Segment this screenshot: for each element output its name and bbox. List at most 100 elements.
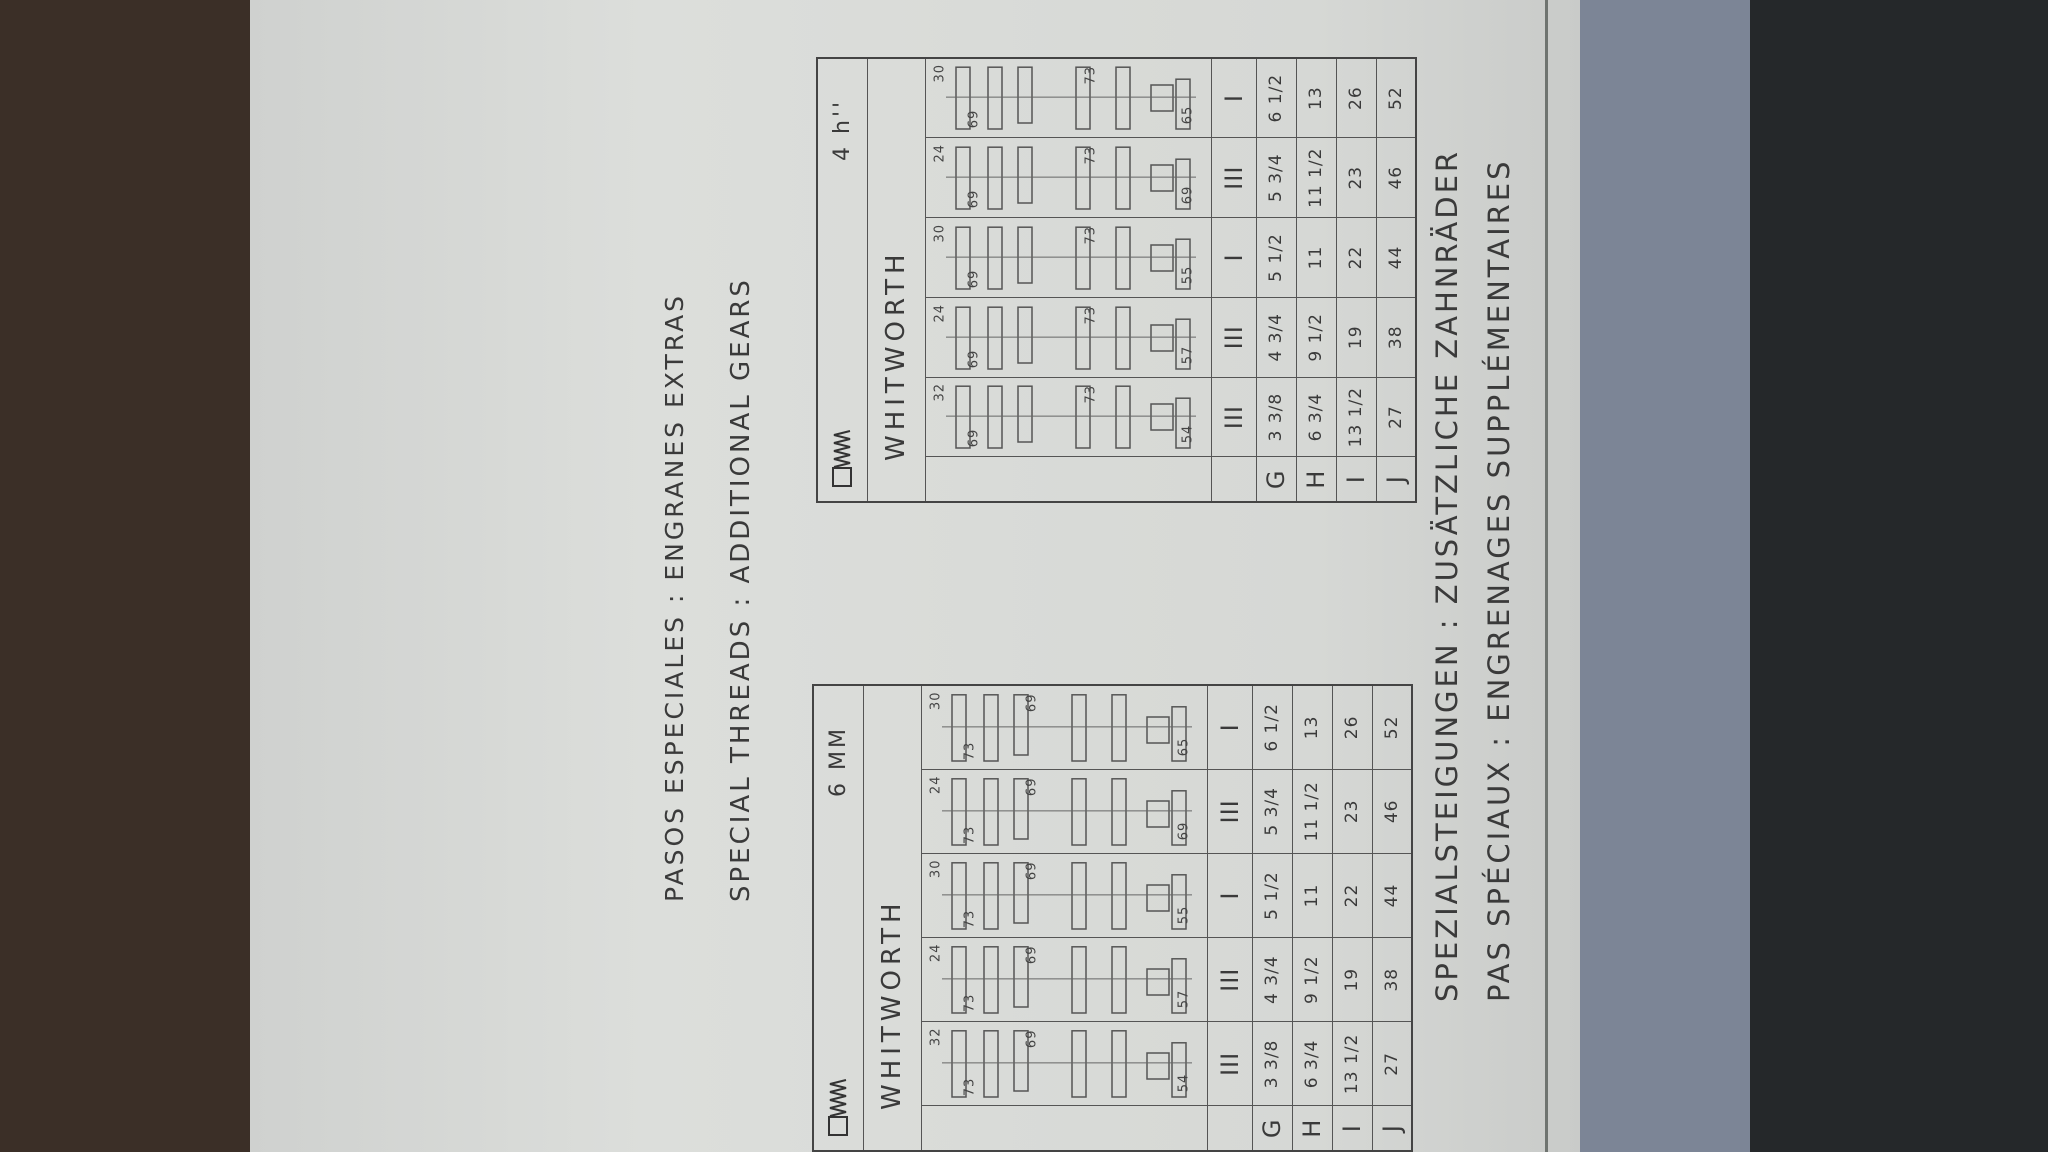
gear-bar bbox=[1016, 226, 1033, 284]
gear-number: 73 bbox=[962, 741, 977, 760]
value-cell: 52 bbox=[1376, 57, 1416, 138]
row-label: G bbox=[1256, 457, 1296, 502]
gear-bar bbox=[1149, 164, 1174, 192]
gear-table: 4 h'' WHITWORTH 32 69 73 54 24 69 73 57 30 69 73 55 24… bbox=[816, 56, 1417, 503]
gear-cell: 30 69 73 65 bbox=[925, 57, 1211, 138]
value-cell: 5 3/4 bbox=[1252, 769, 1292, 854]
value-cell: 38 bbox=[1376, 297, 1416, 378]
gear-bar bbox=[1145, 884, 1170, 912]
gear-number: 73 bbox=[1083, 226, 1098, 245]
background bbox=[1750, 0, 2048, 1152]
gear-cell: 32 73 69 54 bbox=[921, 1021, 1207, 1106]
gear-bar bbox=[1016, 66, 1033, 125]
table-row: I 13 1/2 19 22 23 26 bbox=[1336, 57, 1376, 502]
gear-bar bbox=[1016, 146, 1033, 204]
gear-bar bbox=[982, 862, 999, 930]
gear-bar bbox=[1145, 1052, 1170, 1081]
gear-diagram: 24 73 69 57 bbox=[928, 944, 1192, 1015]
gear-number: 69 bbox=[1180, 186, 1195, 205]
row-label: J bbox=[1372, 1106, 1412, 1151]
gear-bar bbox=[1074, 306, 1091, 370]
value-cell: 44 bbox=[1372, 853, 1412, 938]
gear-bar bbox=[1170, 705, 1187, 762]
gear-number: 32 bbox=[932, 383, 947, 402]
gear-bar bbox=[982, 693, 999, 762]
gear-bar bbox=[1114, 385, 1131, 450]
heading-line: PASOS ESPECIALES : ENGRANES EXTRAS bbox=[660, 292, 689, 902]
ratio-cell: I bbox=[1207, 684, 1252, 770]
ratio-cell: III bbox=[1207, 769, 1252, 854]
empty-cell bbox=[1207, 1106, 1252, 1151]
gear-cell: 30 73 69 65 bbox=[921, 684, 1207, 770]
gear-bar bbox=[1170, 958, 1187, 1015]
header: 4 h'' bbox=[828, 59, 856, 501]
gear-bar bbox=[1149, 403, 1174, 432]
gear-bar bbox=[1070, 862, 1087, 930]
gear-bar bbox=[1110, 693, 1127, 762]
gear-number: 73 bbox=[962, 826, 977, 845]
value-cell: 6 3/4 bbox=[1296, 377, 1336, 457]
value-cell: 5 1/2 bbox=[1256, 217, 1296, 298]
empty-cell bbox=[1211, 457, 1256, 502]
gear-bar bbox=[950, 946, 967, 1015]
gear-bar bbox=[986, 385, 1003, 450]
header-cell: 4 h'' bbox=[817, 57, 867, 502]
ratio-cell: III bbox=[1211, 137, 1256, 218]
table-row: WHITWORTH bbox=[867, 57, 925, 502]
gear-number: 69 bbox=[1024, 693, 1039, 712]
footer-line: PAS SPÉCIAUX : ENGRENAGES SUPPLÉMENTAIRE… bbox=[1482, 158, 1516, 1002]
gear-bar bbox=[954, 66, 971, 131]
thread-icon bbox=[832, 430, 853, 487]
header-text: 6 MM bbox=[825, 725, 851, 797]
gear-cell: 24 73 69 69 bbox=[921, 769, 1207, 854]
value-cell: 11 bbox=[1296, 217, 1336, 298]
ratio-cell: III bbox=[1207, 1021, 1252, 1106]
table-row: J 27 38 44 46 52 bbox=[1372, 684, 1412, 1151]
icon-thread bbox=[830, 1079, 847, 1117]
gear-bar bbox=[1110, 862, 1127, 930]
gear-number: 69 bbox=[1024, 862, 1039, 881]
gear-bar bbox=[1170, 789, 1187, 846]
row-label: I bbox=[1332, 1106, 1372, 1151]
table-row: I 13 1/2 19 22 23 26 bbox=[1332, 684, 1372, 1151]
gear-number: 54 bbox=[1180, 425, 1195, 444]
gear-diagram: 24 69 73 69 bbox=[932, 144, 1196, 210]
gear-bar bbox=[1016, 385, 1033, 444]
value-cell: 11 bbox=[1292, 853, 1332, 938]
value-cell: 11 1/2 bbox=[1292, 769, 1332, 854]
value-cell: 46 bbox=[1372, 769, 1412, 854]
gear-cell: 32 69 73 54 bbox=[925, 377, 1211, 457]
gear-bar bbox=[1149, 84, 1174, 113]
gear-bar bbox=[1070, 693, 1087, 762]
table-row: III III I III I bbox=[1211, 57, 1256, 502]
value-cell: 27 bbox=[1376, 377, 1416, 457]
gear-number: 73 bbox=[962, 1078, 977, 1097]
row-label: H bbox=[1296, 457, 1336, 502]
gear-bar bbox=[1114, 306, 1131, 370]
header-text: 4 h'' bbox=[829, 98, 855, 161]
gear-bar bbox=[954, 306, 971, 370]
gear-bar bbox=[950, 777, 967, 846]
page-content: PASOS ESPECIALES : ENGRANES EXTRAS SPECI… bbox=[250, 0, 1580, 1152]
background-strip bbox=[1580, 0, 1750, 1152]
gear-number: 54 bbox=[1176, 1074, 1191, 1093]
value-cell: 13 1/2 bbox=[1332, 1021, 1372, 1106]
value-cell: 3 3/8 bbox=[1256, 377, 1296, 457]
gear-bar bbox=[1114, 66, 1131, 131]
gear-bar bbox=[1016, 306, 1033, 364]
value-cell: 4 3/4 bbox=[1252, 937, 1292, 1022]
value-cell: 6 3/4 bbox=[1292, 1021, 1332, 1106]
gear-cell: 24 69 73 69 bbox=[925, 137, 1211, 218]
gear-bar bbox=[1074, 385, 1091, 450]
ratio-cell: I bbox=[1211, 57, 1256, 138]
gear-bar bbox=[950, 1030, 967, 1099]
gear-bar bbox=[1174, 78, 1191, 131]
gear-bar bbox=[1110, 777, 1127, 846]
gear-number: 55 bbox=[1180, 266, 1195, 285]
value-cell: 9 1/2 bbox=[1296, 297, 1336, 378]
gear-number: 73 bbox=[1083, 146, 1098, 165]
gear-diagram: 24 69 73 57 bbox=[932, 304, 1196, 370]
header: 6 MM bbox=[824, 686, 852, 1150]
